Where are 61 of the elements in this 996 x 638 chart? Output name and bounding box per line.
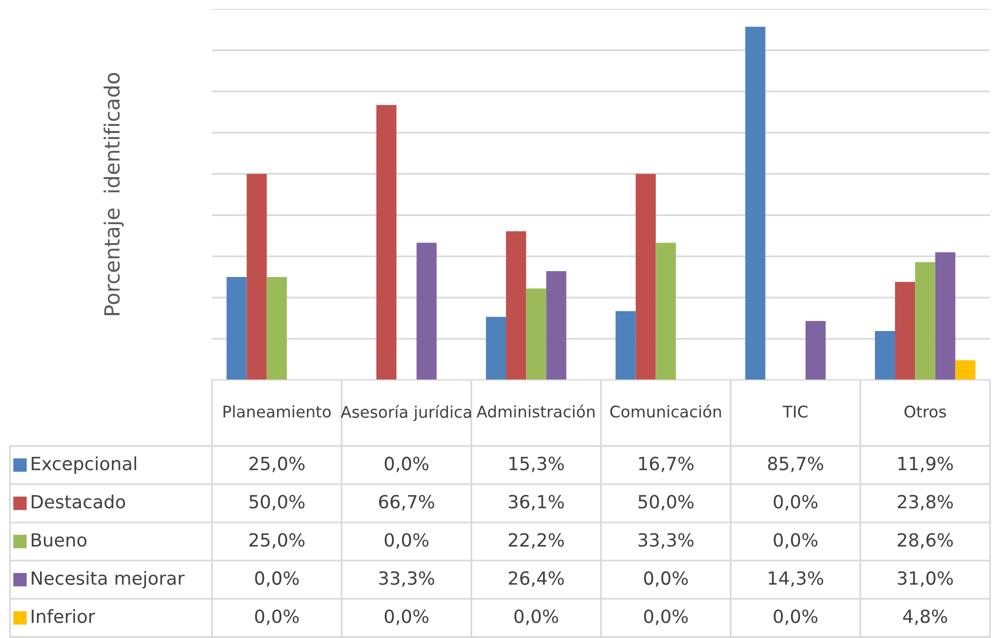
data-label: 85,7% [768,456,824,472]
bar [616,311,636,380]
data-label: 0,0% [384,533,428,549]
bar [526,288,546,380]
x-tick-label: Comunicación [610,404,721,418]
x-tick-label: Asesoría jurídica [340,404,471,422]
data-label: 50,0% [638,494,694,510]
data-label: 0,0% [644,609,688,625]
data-label: 50,0% [250,494,305,510]
data-label: 28,6% [898,533,953,549]
x-tick-label: Planeamiento [224,405,331,418]
bar [636,174,656,380]
bar [266,276,287,380]
data-label: 23,8% [898,494,953,510]
data-label: 14,3% [768,571,824,587]
data-label: 0,0% [514,609,558,625]
bar [806,321,826,380]
data-label: 0,0% [384,456,428,472]
bar [745,26,766,380]
data-label: 0,0% [644,571,688,587]
legend-label: Necesita mejorar [32,570,185,588]
data-label: 66,7% [379,494,434,510]
data-label: 22,2% [508,533,564,549]
legend-label: Bueno [32,533,86,547]
x-tick-label: TIC [782,406,808,418]
y-axis-title: Porcentaje identificado [104,73,124,316]
data-label: 0,0% [774,494,818,510]
bar [416,242,437,380]
data-label: 0,0% [255,571,299,587]
data-label: 16,7% [639,456,694,472]
bar [506,231,526,380]
data-label: 0,0% [774,533,818,549]
legend-label: Inferior [32,609,96,624]
data-label: 26,4% [508,571,564,587]
bar [955,360,976,380]
bar [935,252,956,380]
data-label: 11,9% [898,456,953,472]
data-label: 25,0% [249,533,305,549]
data-label: 0,0% [384,609,428,625]
data-label: 36,1% [508,494,564,510]
data-label: 4,8% [903,609,948,625]
bar [546,271,566,380]
data-label: 33,3% [638,533,694,549]
bar [656,242,676,380]
bar [376,105,396,380]
bar [226,276,247,380]
data-label: 31,0% [898,571,953,587]
legend-label: Destacado [32,494,126,509]
bar [874,330,896,380]
data-label: 0,0% [774,609,818,625]
data-label: 33,3% [379,571,434,587]
bar [246,174,267,380]
bar [915,262,936,380]
legend-label: Excepcional [32,456,136,474]
x-tick-label: Administración [476,404,595,418]
bar [486,316,506,380]
data-label: 15,3% [509,456,564,472]
bar [895,282,916,380]
data-label: 0,0% [255,609,299,625]
data-label: 25,0% [249,456,305,472]
x-tick-label: Otros [904,406,946,418]
